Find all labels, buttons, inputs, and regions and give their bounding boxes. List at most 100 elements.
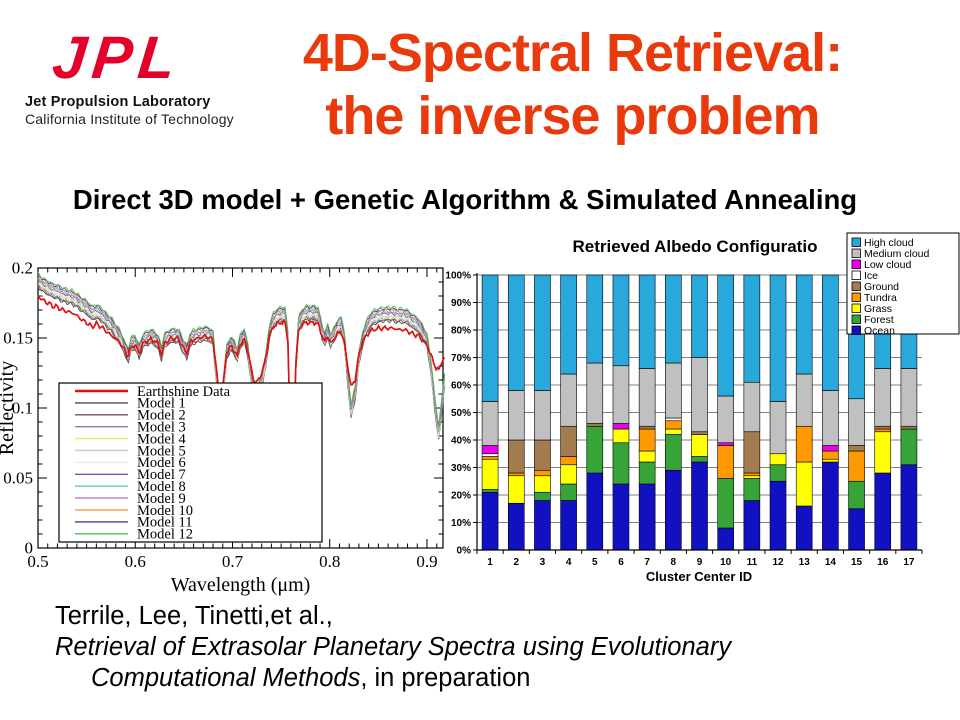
slide-title-line-2: the inverse problem [325,86,820,146]
bar-segment [743,381,761,433]
legend-label: Model 1 [137,396,186,412]
bar-segment [638,425,656,430]
bar-segment [481,445,499,455]
bar-segment [822,390,839,446]
bar-segment [743,431,761,474]
svg-text:7: 7 [644,557,650,568]
bar-segment [900,464,918,551]
bar-segment [638,428,656,452]
legend-label: Model 11 [137,515,192,531]
bar-segment [665,274,682,364]
legend-label: Model 8 [137,479,186,495]
bar-segment [534,469,551,477]
bar-segment [795,274,813,375]
bar-segment [743,475,761,479]
bar-segment [481,401,499,446]
bar-segment [560,274,577,375]
bar-segment [481,453,499,457]
bar-segment [665,434,682,471]
bar-segment [769,464,787,482]
legend-label: Tundra [864,292,897,304]
bar-segment [638,368,656,427]
svg-text:40%: 40% [451,436,471,447]
bar-segment [769,274,787,402]
bar-segment [691,434,708,457]
bar-segment [481,274,499,402]
bar-segment [769,453,787,466]
bar-segment [743,274,761,383]
bar-segment [586,274,604,364]
legend-label: Model 10 [137,503,193,519]
legend-swatch [851,237,861,247]
bar-segment [691,274,708,358]
albedo-chart-title: Retrieved Albedo Configuratio [573,237,818,256]
bar-segment [638,274,656,369]
bar-segment [743,478,761,501]
svg-text:12: 12 [772,557,784,568]
bar-segment [691,357,708,433]
albedo-bars [481,274,918,551]
citation-line-1: Terrile, Lee, Tinetti,et al., [55,602,333,630]
svg-text:0: 0 [25,539,34,558]
svg-text:30%: 30% [451,463,471,474]
slide-subtitle: Direct 3D model + Genetic Algorithm & Si… [72,184,858,215]
slide-title: 4D-Spectral Retrieval: the inverse proble… [185,22,960,148]
bar-segment [612,428,630,444]
bar-segment [665,428,682,435]
bar-segment [665,469,682,551]
bar-segment [534,500,551,551]
bar-segment [638,483,656,551]
spectrum-curve [37,294,446,499]
legend-label: Medium cloud [864,248,930,260]
citation-line-2-italic: Retrieval of Extrasolar Planetary Spectr… [55,633,732,661]
bar-segment [848,480,865,510]
bar-segment [560,425,577,457]
legend-label: Model 6 [137,455,186,471]
bar-segment [691,456,708,463]
bar-segment [612,442,630,485]
bar-segment [822,445,839,452]
bar-segment [534,475,551,493]
legend-label: Model 3 [137,420,186,436]
bar-segment [874,428,892,433]
bar-segment [848,450,865,482]
bar-segment [900,425,918,430]
bar-segment [481,458,499,490]
legend-swatch [851,281,861,291]
svg-text:17: 17 [903,557,915,568]
bar-segment [691,461,708,551]
bar-segment [612,483,630,551]
albedo-chart: 0%10%20%30%40%50%60%70%80%90%100%1 2 3 4 5 6 7… [445,232,960,584]
bar-segment [665,417,682,422]
bar-segment [612,274,630,367]
spectra-tick-labels: 0.5 0.6 0.7 0.8 0.9 0 0.05 0.1 0.15 0.2 Wavelength… [0,259,438,597]
bar-segment [717,445,734,479]
bar-segment [586,472,604,551]
svg-text:2: 2 [513,557,519,568]
legend-label: Model 9 [137,491,186,507]
citation-line-2: Retrieval of Extrasolar Planetary Spectr… [55,632,731,663]
albedo-labels: 0%10%20%30%40%50%60%70%80%90%100%1 2 3 4 5 6 7… [445,237,914,584]
svg-text:50%: 50% [451,408,471,419]
spectrum-curve [37,274,445,511]
svg-text:90%: 90% [451,298,471,309]
bar-segment [822,458,839,463]
jpl-logo: JPL Jet Propulsion Laboratory California… [25,24,235,127]
svg-text:0.2: 0.2 [12,259,33,278]
bar-segment [665,362,682,419]
legend-label: Low cloud [864,259,911,271]
svg-text:1: 1 [487,557,493,568]
svg-text:16: 16 [877,557,889,568]
bar-segment [900,368,918,427]
bar-segment [795,505,813,551]
legend-swatch [851,314,861,324]
legend-label: Ice [864,270,878,282]
bar-segment [743,500,761,551]
citation-line-3-regular: , in preparation [360,664,531,692]
bar-segment [507,274,525,391]
legend-label: Ocean [864,325,895,337]
legend-label: Model 12 [137,527,193,543]
slide-title-line-1: 4D-Spectral Retrieval: [302,23,843,83]
bar-segment [560,500,577,551]
bar-segment [507,475,525,504]
